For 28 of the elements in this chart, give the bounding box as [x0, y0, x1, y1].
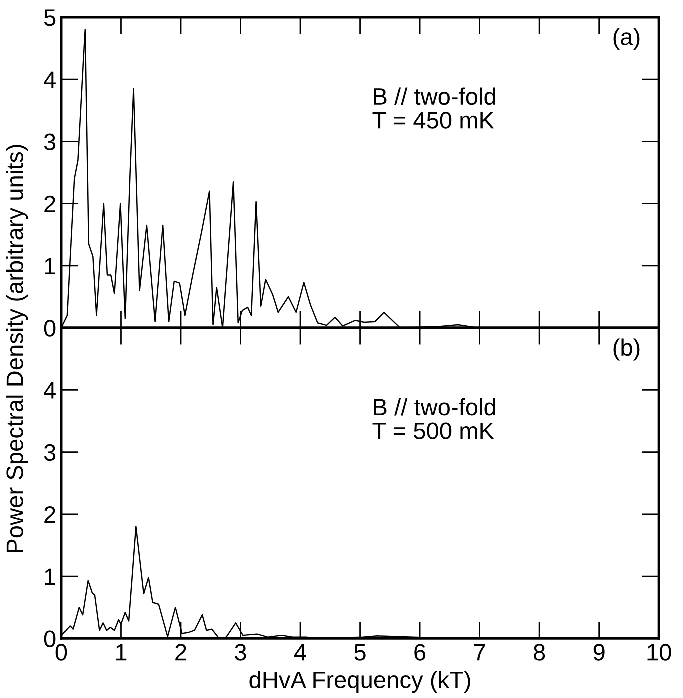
- y-tick-label: 3: [44, 134, 56, 150]
- x-tick-label: 5: [354, 644, 366, 661]
- y-tick-label: 4: [44, 382, 56, 399]
- x-tick-label: 10: [648, 644, 672, 661]
- x-axis-title: dHvA Frequency (kT): [250, 671, 470, 694]
- annotation: (a): [614, 28, 640, 50]
- y-tick-label: 1: [45, 258, 56, 274]
- x-tick-label: 9: [594, 644, 605, 661]
- x-tick-label: 8: [534, 644, 546, 661]
- y-tick-label: 0: [44, 320, 56, 337]
- y-tick-label: 4: [44, 72, 56, 88]
- y-tick-label: 1: [45, 568, 56, 586]
- annotation: B // two-fold T = 450 mK: [372, 88, 496, 129]
- annotation: (b): [614, 338, 640, 361]
- x-tick-label: 4: [294, 644, 306, 661]
- y-tick-label: 5: [44, 10, 56, 26]
- x-tick-label: 6: [414, 644, 426, 661]
- x-tick-label: 0: [56, 644, 68, 661]
- y-tick-label: 2: [44, 506, 56, 523]
- annotation: B // two-fold T = 500 mK: [372, 398, 496, 440]
- y-axis-title: Power Spectral Density (arbitrary units): [6, 145, 28, 552]
- y-tick-label: 2: [44, 196, 56, 212]
- y-tick-label: 0: [44, 630, 56, 648]
- x-tick-label: 3: [235, 644, 246, 661]
- x-tick-label: 7: [474, 644, 486, 661]
- y-tick-label: 3: [44, 444, 56, 462]
- x-tick-label: 1: [116, 644, 127, 661]
- x-tick-label: 2: [176, 644, 186, 661]
